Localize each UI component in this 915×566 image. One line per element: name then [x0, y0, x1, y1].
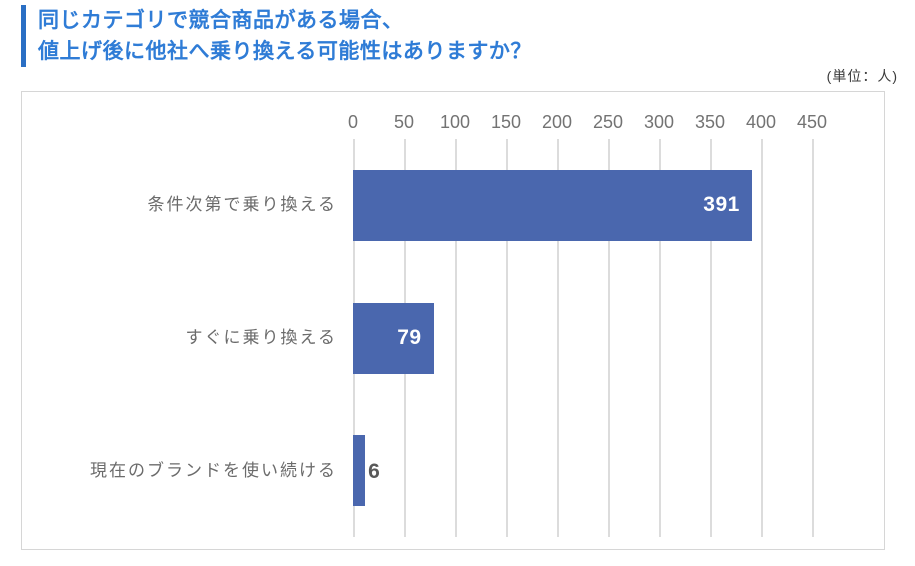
x-tick-label: 100: [439, 112, 471, 132]
x-tick-label: 250: [592, 112, 624, 132]
gridline-x-250: [608, 139, 610, 537]
category-label: すぐに乗り換える: [185, 328, 337, 348]
category-label: 条件次第で乗り換える: [147, 195, 337, 215]
gridline-x-350: [710, 139, 712, 537]
gridline-x-300: [659, 139, 661, 537]
category-label: 現在のブランドを使い続ける: [90, 460, 337, 480]
gridline-x-400: [761, 139, 763, 537]
x-tick-label: 300: [643, 112, 675, 132]
gridline-x-200: [557, 139, 559, 537]
gridline-x-150: [506, 139, 508, 537]
bar-value-label: 6: [368, 459, 380, 483]
bar-value-label: 79: [397, 326, 422, 350]
plot-area: 0 50 100 150 200 250 300 350 400 450 条件次第で乗り換える 39…: [21, 91, 885, 550]
chart-title: 同じカテゴリで競合商品がある場合、 値上げ後に他社へ乗り換える可能性はありますか…: [21, 5, 532, 67]
gridline-x-100: [455, 139, 457, 537]
x-tick-label: 200: [541, 112, 573, 132]
bar-3: [353, 435, 365, 507]
unit-label: (単位：人): [826, 68, 898, 84]
gridline-x-450: [812, 139, 814, 537]
bar-value-label: 391: [703, 193, 740, 217]
title-line-1: 同じカテゴリで競合商品がある場合、: [38, 9, 404, 32]
x-tick-label: 350: [694, 112, 726, 132]
title-accent-bar: [21, 5, 26, 67]
x-tick-label: 50: [393, 112, 415, 132]
x-tick-label: 450: [796, 112, 828, 132]
x-tick-label: 400: [745, 112, 777, 132]
title-line-2: 値上げ後に他社へ乗り換える可能性はありますか？: [38, 40, 532, 63]
x-tick-label: 0: [347, 112, 358, 132]
bar-1: 391: [353, 169, 752, 241]
bar-2: 79: [353, 302, 434, 374]
x-tick-label: 150: [490, 112, 522, 132]
